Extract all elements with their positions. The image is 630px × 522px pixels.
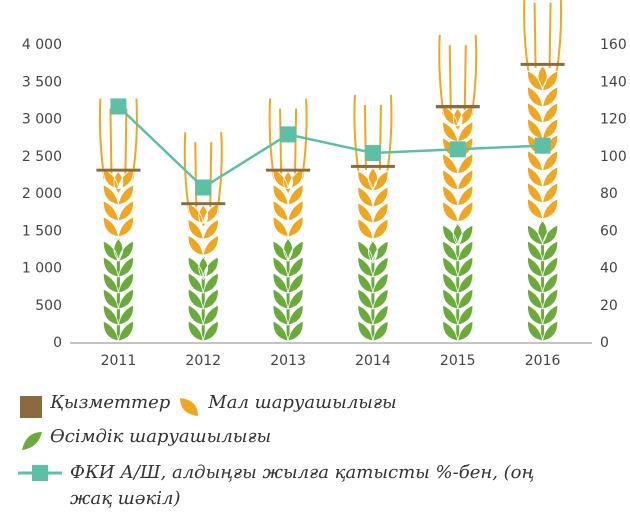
legend-row: ФКИ А/Ш, алдыңғы жылға қатысты %-бен, (о… bbox=[18, 460, 618, 512]
segment bbox=[350, 164, 395, 168]
line-marker bbox=[280, 126, 297, 143]
y2-tick-label: 100 bbox=[600, 149, 627, 165]
y2-tick-label: 160 bbox=[600, 37, 627, 53]
legend-marker bbox=[32, 465, 48, 481]
awns bbox=[183, 132, 223, 213]
y-tick-label: 4 000 bbox=[22, 37, 62, 53]
legend-row: Өсімдік шаруашылығы bbox=[18, 426, 618, 452]
segment bbox=[357, 240, 389, 342]
segment bbox=[442, 223, 474, 342]
legend-icon bbox=[180, 398, 199, 416]
awns bbox=[523, 0, 563, 74]
y-tick-label: 500 bbox=[35, 298, 62, 314]
legend-label: Қызметтер bbox=[50, 392, 171, 413]
segment bbox=[96, 168, 141, 172]
x-tick-label: 2013 bbox=[270, 353, 306, 369]
line-marker bbox=[364, 145, 381, 162]
y2-tick-label: 80 bbox=[600, 186, 618, 202]
segment bbox=[527, 220, 558, 342]
line-marker bbox=[195, 179, 212, 196]
y-tick-label: 2 000 bbox=[22, 186, 62, 202]
y-tick-label: 3 000 bbox=[22, 112, 62, 128]
legend-label: ФКИ А/Ш, алдыңғы жылға қатысты %-бен, (о… bbox=[70, 462, 535, 509]
legend-icon bbox=[20, 396, 42, 418]
x-tick-label: 2011 bbox=[101, 353, 137, 369]
y2-tick-label: 40 bbox=[600, 261, 618, 277]
y2-tick-label: 20 bbox=[600, 298, 618, 314]
segment bbox=[103, 238, 134, 342]
y-tick-label: 1 500 bbox=[22, 223, 62, 239]
y2-tick-label: 120 bbox=[600, 112, 627, 128]
line-marker bbox=[449, 141, 466, 158]
legend-label: Мал шаруашылығы bbox=[208, 392, 397, 413]
legend-swatch bbox=[180, 398, 199, 416]
y-tick-label: 2 500 bbox=[22, 149, 62, 165]
y-tick-label: 1 000 bbox=[22, 261, 62, 277]
segment bbox=[187, 256, 219, 342]
x-tick-label: 2014 bbox=[355, 353, 391, 369]
chart: 0 500 1 000 1 500 2 000 2 500 3 000 3 500 4 000 0… bbox=[22, 0, 627, 369]
y2-tick-label: 0 bbox=[600, 335, 609, 351]
legend-icon bbox=[22, 432, 42, 450]
awns bbox=[98, 98, 138, 179]
y2-tick-label: 60 bbox=[600, 223, 618, 239]
segment bbox=[266, 168, 311, 172]
legend-swatch bbox=[20, 396, 42, 418]
awns bbox=[353, 94, 393, 176]
segment bbox=[442, 105, 474, 223]
segment bbox=[181, 202, 226, 206]
legend-swatch bbox=[22, 432, 42, 450]
awns bbox=[438, 34, 478, 116]
legend-row: Қызметтер Мал шаруашылығы bbox=[18, 392, 618, 418]
y2-tick-label: 140 bbox=[600, 74, 627, 90]
segment bbox=[527, 65, 558, 220]
segment bbox=[435, 104, 480, 109]
segment bbox=[520, 62, 565, 66]
legend: Қызметтер Мал шаруашылығы Өсімдік шаруаш… bbox=[18, 392, 618, 520]
x-tick-label: 2015 bbox=[440, 353, 476, 369]
line-marker bbox=[110, 98, 127, 115]
y-tick-label: 0 bbox=[53, 335, 62, 351]
x-tick-label: 2012 bbox=[185, 353, 221, 369]
segment bbox=[272, 238, 304, 342]
line bbox=[117, 105, 543, 190]
y-tick-label: 3 500 bbox=[22, 74, 62, 90]
segment bbox=[357, 167, 389, 240]
segment bbox=[272, 168, 304, 238]
segment bbox=[103, 168, 134, 238]
segment bbox=[187, 202, 219, 256]
x-tick-label: 2016 bbox=[525, 353, 561, 369]
legend-icon bbox=[18, 465, 62, 481]
line-marker bbox=[534, 137, 551, 154]
legend-label: Өсімдік шаруашылығы bbox=[50, 426, 272, 447]
